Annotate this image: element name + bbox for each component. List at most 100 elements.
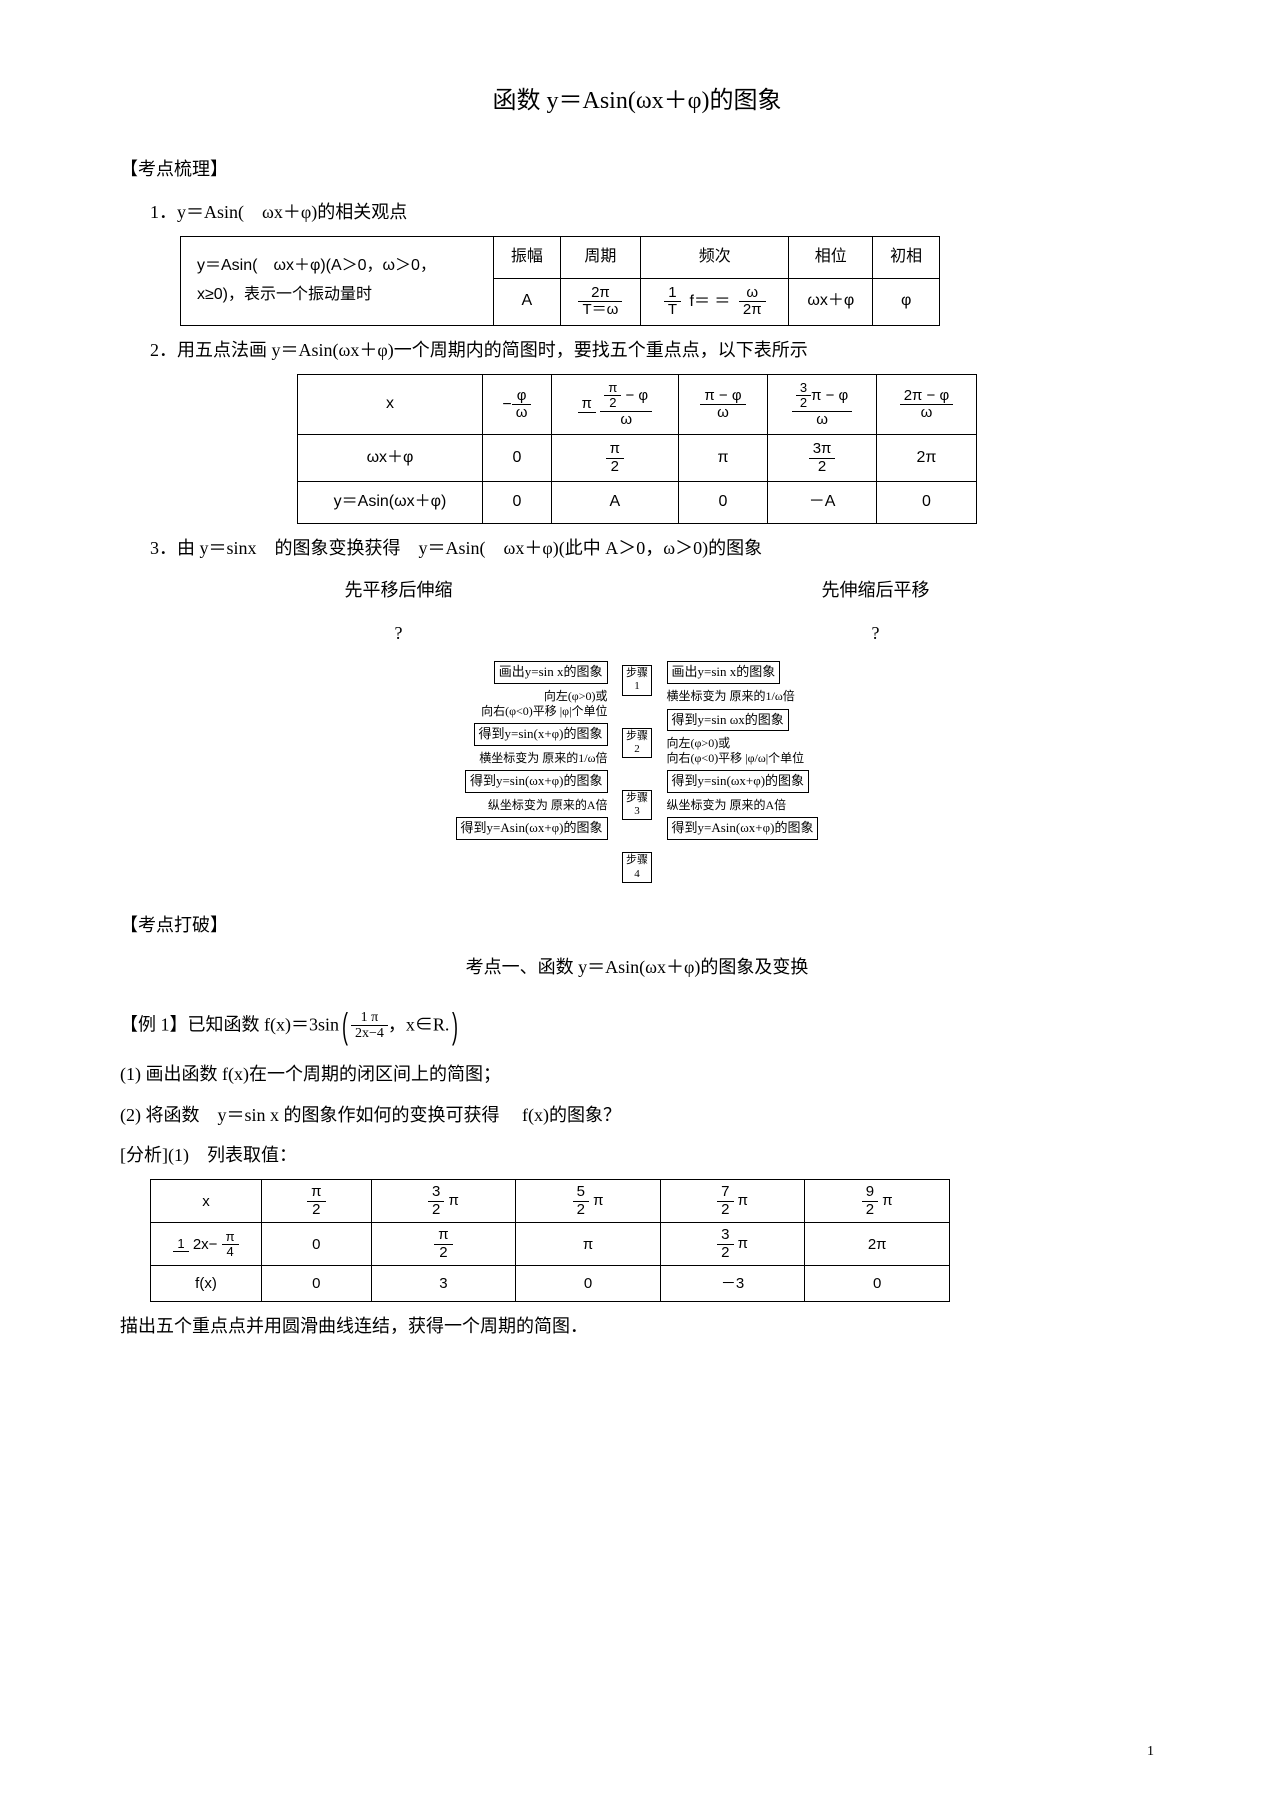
t3r2c5s: π (738, 1235, 748, 1252)
t3s4: π (882, 1192, 892, 1209)
table-fivepoints: x −φω π2 π2 − φω π − φω 32π − φω 2π − φω… (297, 374, 977, 524)
t2-r2c6: 2π (876, 435, 976, 482)
t3-r1c1: x (151, 1180, 262, 1223)
t3n3: 7 (717, 1184, 733, 1202)
t1-h1: 周期 (560, 236, 641, 278)
t1-h0: 振幅 (494, 236, 561, 278)
t3r2c3n: π (434, 1227, 452, 1245)
t2-r3c5: －A (768, 482, 877, 524)
dc-1: 步骤2 (622, 728, 652, 758)
t3n1: 3 (428, 1184, 444, 1202)
dr-0: 画出y=sin x的图象 (667, 661, 781, 684)
dr-3: 向左(φ>0)或 向右(φ<0)平移 |φ/ω|个单位 (667, 736, 867, 765)
t1-period-label: T＝ (582, 301, 606, 318)
t3d0: 2 (307, 1202, 325, 1219)
q-right: ? (872, 617, 880, 649)
t3n0: π (307, 1184, 325, 1202)
t1-h4: 初相 (873, 236, 940, 278)
t2-om2: ω (600, 412, 652, 429)
t3-r3c6: 0 (805, 1266, 950, 1302)
t3-r1c2: π2 (262, 1180, 372, 1223)
t2-r2c5: 3π2 (768, 435, 877, 482)
t2-r2c2: 0 (483, 435, 552, 482)
dl-3: 横坐标变为 原来的1/ω倍 (408, 751, 608, 765)
t1-freq-n2: ω (739, 285, 766, 303)
t3d2: 2 (573, 1202, 589, 1219)
t3s1: π (449, 1192, 459, 1209)
q-left: ? (395, 617, 403, 649)
dr-2: 得到y=sin ωx的图象 (667, 709, 789, 732)
example1: 【例 1】已知函数 f(x)＝3sin(1 π2x−4，x∈R.) (120, 994, 1154, 1059)
t2-r2c3: π2 (551, 435, 678, 482)
t2-n4: π − φ (700, 388, 745, 406)
t2-d6: ω (900, 405, 954, 422)
t2-d5: ω (792, 412, 852, 429)
method-right-head: 先伸缩后平移 (822, 574, 930, 606)
t1-initphase: φ (873, 278, 940, 325)
ex1-tail: ，x∈R. (388, 1014, 450, 1034)
t3-r2c5: 32 π (660, 1223, 805, 1266)
t2-2b: 2 (796, 396, 811, 410)
ex1-1: 1 (361, 1010, 368, 1025)
t1-h3: 相位 (789, 236, 873, 278)
t3r2c5n: 3 (717, 1227, 733, 1245)
t3-r1c4: 52 π (516, 1180, 661, 1223)
item1: 1．y＝Asin( ωx＋φ)的相关观点 (120, 196, 1154, 228)
transform-diagram: 画出y=sin x的图象 向左(φ>0)或 向右(φ<0)平移 |φ|个单位 得… (120, 659, 1154, 889)
t3r2c3d: 2 (434, 1245, 452, 1262)
t3d1: 2 (432, 1201, 440, 1218)
page-title: 函数 y＝Asin(ωx＋φ)的图象 (120, 80, 1154, 123)
dr-6: 得到y=Asin(ωx+φ)的图象 (667, 817, 819, 840)
t3-r2c3: π2 (371, 1223, 516, 1266)
t2-r2c1: ωx＋φ (298, 435, 483, 482)
t2-r1c6: 2π − φω (876, 375, 976, 435)
t3-r3c3: 3 (371, 1266, 516, 1302)
t1-period: 2πT＝ω (560, 278, 641, 325)
t3-r3c2: 0 (262, 1266, 372, 1302)
t3d4: 2 (862, 1202, 878, 1219)
t3-r1c3: 3−2 π (371, 1180, 516, 1223)
t3r2s: 2x− (193, 1235, 218, 1252)
t2-r2n4: 3π (809, 441, 836, 459)
dr-1: 横坐标变为 原来的1/ω倍 (667, 689, 867, 703)
dc-2: 步骤3 (622, 790, 652, 820)
t3-r3c5: －3 (660, 1266, 805, 1302)
t3n2: 5 (573, 1184, 589, 1202)
dl-5: 纵坐标变为 原来的A倍 (408, 798, 608, 812)
question2: (2) 将函数 y＝sin x 的图象作如何的变换可获得 f(x)的图象？ (120, 1099, 1154, 1131)
t1-freq-n1: 1 (664, 285, 681, 303)
t1-phase: ωx＋φ (789, 278, 873, 325)
t2-r2n: π (606, 441, 624, 459)
closing-line: 描出五个重点点并用圆滑曲线连结，获得一个周期的简图． (120, 1310, 1154, 1342)
t1-left: y＝Asin( ωx＋φ)(A＞0，ω＞0，x≥0)，表示一个振动量时 (181, 236, 494, 325)
t2-r3c3: A (551, 482, 678, 524)
t1-amplitude: A (494, 278, 561, 325)
t2-r1c2: −φω (483, 375, 552, 435)
t2-phi2: φ (638, 387, 648, 404)
t2-r1c5: 32π − φω (768, 375, 877, 435)
t3-r2c2: 0 (262, 1223, 372, 1266)
t3-r1c6: 92 π (805, 1180, 950, 1223)
t2-d4: ω (700, 405, 745, 422)
t3-r2c4: π (516, 1223, 661, 1266)
t1-freq-d1: T (668, 301, 677, 318)
t2-r1c3: π2 π2 − φω (551, 375, 678, 435)
t2-neg: − (502, 396, 511, 413)
t2-pi: π (582, 395, 592, 412)
item3: 3．由 y＝sinx 的图象变换获得 y＝Asin( ωx＋φ)(此中 A＞0，… (120, 532, 1154, 564)
analysis-head: [分析](1) 列表取值： (120, 1139, 1154, 1171)
t2-r1c1: x (298, 375, 483, 435)
method-left-head: 先平移后伸缩 (345, 574, 453, 606)
t3n4: 9 (862, 1184, 878, 1202)
t2-n5: π − φ (811, 387, 848, 404)
ex1-expr: 2x−4 (351, 1026, 388, 1041)
t3-r2c6: 2π (805, 1223, 950, 1266)
topic1: 考点一、函数 y＝Asin(ωx＋φ)的图象及变换 (120, 951, 1154, 983)
t3r2fn: π (222, 1230, 239, 1245)
dl-2: 得到y=sin(x+φ)的图象 (474, 723, 608, 746)
t2-r3c4: 0 (678, 482, 767, 524)
item2: 2．用五点法画 y＝Asin(ωx＋φ)一个周期内的简图时，要找五个重点点，以下… (120, 334, 1154, 366)
t3-r1c5: 72 π (660, 1180, 805, 1223)
t2-r3c6: 0 (876, 482, 976, 524)
t1-frequency: 1f＝ ＝T f＝ ＝ ω2π (641, 278, 789, 325)
